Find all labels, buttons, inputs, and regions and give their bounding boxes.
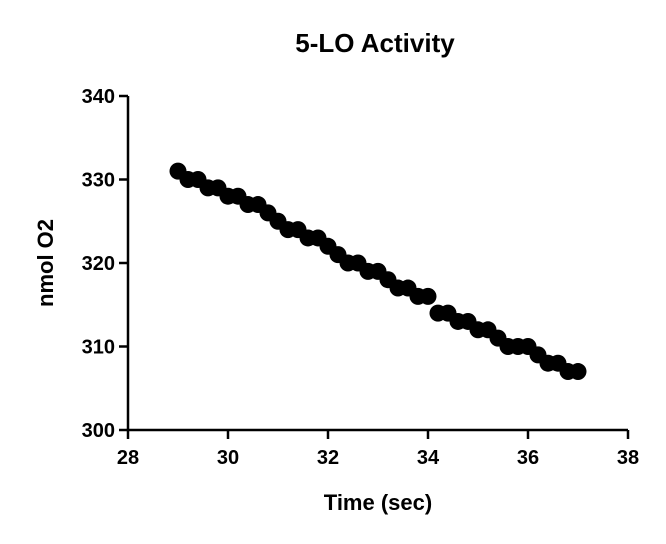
data-points: [169, 162, 587, 381]
x-tick-label: 36: [517, 447, 539, 469]
y-tick-label: 330: [82, 170, 115, 192]
x-axis-label: Time (sec): [324, 490, 432, 515]
x-tick-label: 38: [617, 447, 639, 469]
chart-title: 5-LO Activity: [295, 28, 455, 58]
y-ticks: 300 310 320 330 340: [82, 86, 128, 442]
y-tick-label: 340: [82, 86, 115, 108]
y-tick-label: 310: [82, 337, 115, 359]
data-point: [419, 287, 437, 305]
y-tick-label: 300: [82, 420, 115, 442]
x-tick-label: 30: [217, 447, 239, 469]
x-tick-label: 32: [317, 447, 339, 469]
x-tick-label: 34: [417, 447, 440, 469]
x-ticks: 28 30 32 34 36 38: [117, 430, 639, 469]
data-point: [569, 363, 587, 381]
y-axis-label: nmol O2: [33, 219, 58, 307]
x-tick-label: 28: [117, 447, 139, 469]
y-tick-label: 320: [82, 253, 115, 275]
